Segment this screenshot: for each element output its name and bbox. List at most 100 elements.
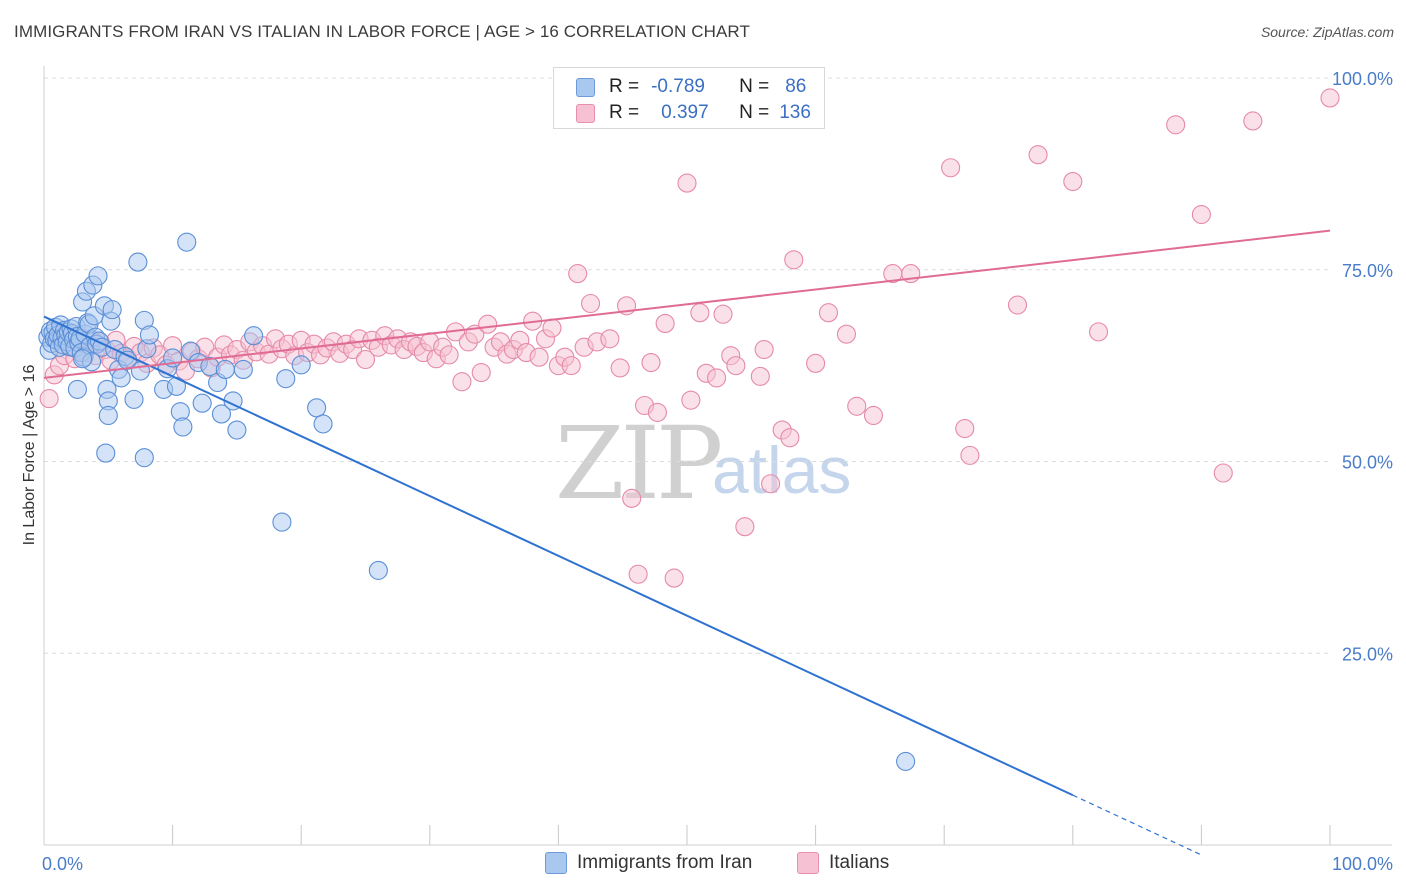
y-tick-label: 25.0% (1342, 644, 1393, 664)
x-tick-label: 100.0% (1332, 854, 1393, 874)
iran-point (227, 420, 247, 440)
iran-point (67, 379, 87, 399)
iran-point (173, 417, 193, 437)
italians-legend-label: Italians (829, 852, 890, 873)
italians-point (39, 389, 59, 409)
italians-point (1166, 115, 1186, 135)
italians-point (726, 356, 746, 376)
n-value-italians: 136 (779, 102, 811, 123)
legend-row-iran: R = -0.789 N = 86 (576, 74, 806, 100)
iran-points (38, 232, 916, 771)
legend-row-italians: R = 0.397 N = 136 (576, 100, 811, 126)
italians-point (750, 366, 770, 386)
italians-point (561, 356, 581, 376)
iran-point (291, 355, 311, 375)
italians-point (439, 345, 459, 365)
iran-point (192, 393, 212, 413)
y-tick-label: 100.0% (1332, 69, 1393, 89)
iran-point (128, 252, 148, 272)
iran-point (368, 560, 388, 580)
italians-point (1191, 204, 1211, 225)
italians-swatch (576, 103, 595, 123)
italians-point (836, 324, 857, 344)
italians-point (681, 390, 701, 410)
iran-point (134, 448, 154, 468)
chart-title: IMMIGRANTS FROM IRAN VS ITALIAN IN LABOR… (14, 22, 750, 41)
iran-legend-label: Immigrants from Iran (577, 852, 753, 873)
italians-point (941, 158, 961, 178)
italians-point (580, 293, 601, 314)
n-value-iran: 86 (785, 76, 807, 97)
italians-point (780, 428, 800, 448)
iran-point (73, 349, 93, 369)
italians-point (610, 358, 630, 378)
iran-point (96, 443, 116, 463)
legend-item-italians[interactable]: Italians (797, 852, 889, 874)
r-value-iran: -0.789 (651, 76, 705, 97)
n-label: N = (739, 76, 770, 97)
iran-point (211, 404, 232, 424)
tick-labels: 25.0% 50.0% 75.0% 100.0% 0.0% 100.0% (42, 69, 1393, 874)
iran-point (272, 512, 292, 532)
iran-point (233, 359, 253, 380)
n-label: N = (739, 102, 770, 123)
italians-point (655, 313, 675, 333)
iran-swatch (576, 77, 595, 97)
y-tick-label: 75.0% (1342, 261, 1393, 281)
italians-point (1320, 88, 1340, 108)
italians-point (542, 318, 562, 338)
italians-point (1007, 295, 1028, 315)
iran-point (102, 300, 122, 320)
iran-trend-line (43, 315, 1074, 797)
iran-point (139, 325, 160, 345)
r-value-italians: 0.397 (661, 102, 709, 123)
italians-point (478, 314, 498, 334)
legend-item-iran[interactable]: Immigrants from Iran (545, 852, 752, 874)
iran-point (896, 751, 916, 771)
italians-point (1213, 463, 1233, 483)
source-credit: Source: ZipAtlas.com (1260, 24, 1394, 40)
italians-point (960, 445, 980, 465)
series-legend: Immigrants from Iran Italians (0, 852, 1406, 878)
trend-lines (43, 229, 1331, 856)
italians-legend-swatch (797, 852, 819, 874)
iran-point (307, 398, 327, 418)
italians-point (1088, 322, 1109, 342)
italians-point (355, 349, 376, 370)
iran-point (98, 405, 118, 426)
italians-point (600, 329, 620, 349)
axes (43, 66, 1392, 846)
correlation-legend: R = -0.789 N = 86 R = 0.397 N = 136 (553, 67, 825, 129)
italians-trend-line (43, 229, 1331, 379)
italians-point (818, 303, 839, 323)
italians-point (690, 303, 710, 323)
italians-point (664, 568, 684, 588)
italians-point (1243, 111, 1263, 131)
iran-point (111, 368, 131, 388)
italians-point (955, 418, 975, 439)
italians-point (761, 474, 781, 494)
x-tick-label: 0.0% (42, 854, 83, 874)
italians-point (452, 372, 472, 392)
italians-point (622, 488, 642, 508)
italians-point (784, 250, 804, 270)
italians-point (754, 339, 774, 360)
iran-point (177, 232, 197, 252)
iran-point (244, 326, 264, 346)
italians-point (707, 368, 727, 388)
italians-point (713, 304, 733, 324)
italians-point (568, 264, 588, 284)
italians-point (677, 173, 697, 193)
iran-trend-extension (1072, 794, 1202, 856)
italians-point (529, 347, 549, 367)
italians-point (847, 396, 867, 416)
watermark-atlas: atlas (712, 433, 852, 507)
iran-point (215, 359, 235, 380)
italians-point (806, 353, 826, 373)
italians-point (641, 353, 661, 373)
italians-point (471, 362, 491, 383)
italians-point (1028, 145, 1048, 165)
italians-points (39, 68, 1340, 588)
italians-point (628, 564, 648, 584)
